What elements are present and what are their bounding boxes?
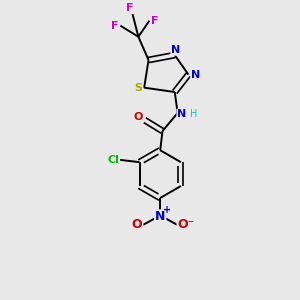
Text: N: N: [177, 110, 187, 119]
Text: N: N: [191, 70, 200, 80]
Text: F: F: [127, 3, 134, 13]
Text: N: N: [171, 45, 181, 55]
Text: O: O: [134, 112, 143, 122]
Text: O: O: [132, 218, 142, 231]
Text: Cl: Cl: [107, 155, 119, 165]
Text: F: F: [151, 16, 158, 26]
Text: F: F: [111, 21, 119, 31]
Text: S: S: [134, 83, 142, 93]
Text: H: H: [190, 110, 197, 119]
Text: O⁻: O⁻: [177, 218, 194, 231]
Text: +: +: [163, 205, 171, 215]
Text: N: N: [155, 210, 165, 224]
